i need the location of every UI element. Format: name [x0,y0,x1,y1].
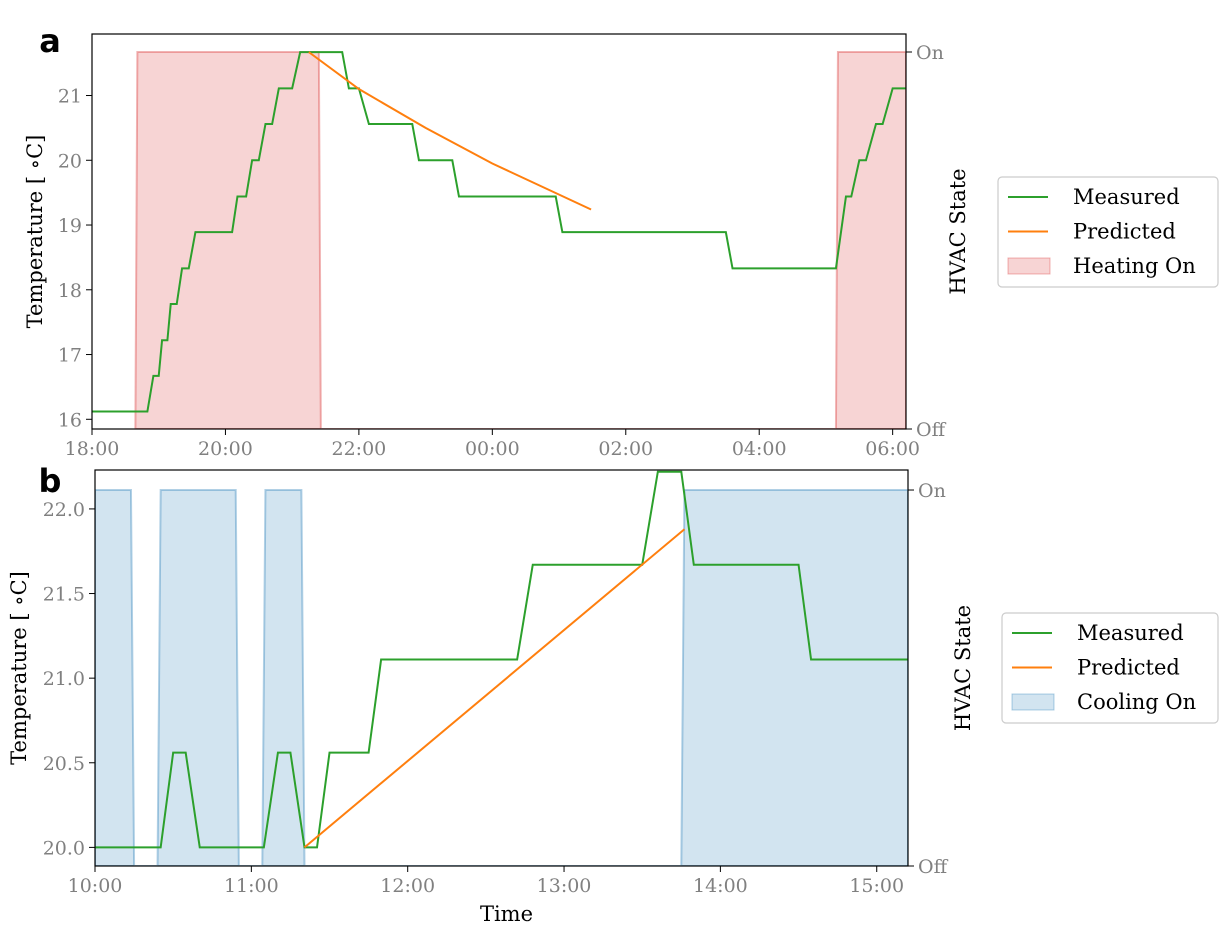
axes-frame [91,33,907,430]
x-tick-label: 14:00 [693,875,748,897]
axes-frame [94,469,909,867]
x-tick-label: 12:00 [380,875,435,897]
y-tick-label: 21.0 [43,668,85,690]
legend: Measured Predicted Cooling On [1001,612,1219,724]
legend-item: Predicted [1008,220,1176,244]
legend-label: Measured [1077,621,1184,645]
series-line-measured [95,470,908,849]
x-tick-label: 04:00 [732,438,787,460]
y-axis-label: Temperature [ ∘C] [23,135,47,329]
x-tick-label: 18:00 [65,438,120,460]
series-line-predicted [308,51,592,211]
series-area-heating-on [134,51,906,429]
legend-label: Predicted [1073,220,1176,244]
panel-a: 18:00 20:00 22:00 00:00 02:00 04:00 06:00 16 17 1… [23,22,1219,460]
y-tick-label: 20.0 [43,837,85,859]
legend-frame [997,176,1219,288]
y2-tick-label: Off [918,856,949,878]
y-tick-label: 20.5 [43,753,85,775]
y-tick-label: 18 [58,280,82,302]
x-axis-label: Time [480,902,533,926]
y-tick-label: 16 [58,409,82,431]
x-tick-label: 10:00 [68,875,123,897]
panel-letter: b [39,462,62,500]
x-tick-label: 13:00 [537,875,592,897]
x-tick-label: 06:00 [865,438,920,460]
legend-label: Predicted [1077,656,1180,680]
legend-item: Measured [1008,185,1180,209]
legend: Measured Predicted Heating On [997,176,1219,288]
x-tick-label: 00:00 [465,438,520,460]
plot-area [92,51,906,429]
legend-label: Measured [1073,185,1180,209]
y2-tick-label: On [918,480,946,502]
panel-letter: a [39,22,61,60]
x-tick-label: 02:00 [598,438,653,460]
legend-label: Cooling On [1077,690,1196,714]
legend-swatch-area [1011,693,1055,711]
x-tick-label: 22:00 [332,438,387,460]
y-axis-label: Temperature [ ∘C] [7,571,31,765]
y2-axis-label: HVAC State [951,605,975,731]
x-tick-label: 20:00 [198,438,253,460]
y2-tick-label: Off [916,419,947,441]
legend-frame [1001,612,1219,724]
series-area-cooling-on [95,489,908,866]
x-tick-label: 15:00 [849,875,904,897]
plot-area [95,470,908,866]
x-tick-label: 11:00 [224,875,279,897]
series-line-predicted [303,528,686,849]
y2-axis-label: HVAC State [946,168,970,294]
legend-item: Measured [1012,621,1184,645]
y2-tick-label: On [916,42,944,64]
y-tick-label: 21.5 [43,584,85,606]
panel-b: 10:00 11:00 12:00 13:00 14:00 15:00 20.0 20.5 21… [7,462,1219,926]
legend-item: Heating On [1007,254,1196,278]
y-tick-label: 19 [58,215,82,237]
y-tick-label: 21 [58,86,82,108]
y-tick-label: 22.0 [43,499,85,521]
y-tick-label: 20 [58,150,82,172]
series-line-measured [92,51,906,413]
legend-swatch-area [1007,257,1051,275]
legend-label: Heating On [1073,254,1196,278]
legend-item: Cooling On [1011,690,1196,714]
legend-item: Predicted [1012,656,1180,680]
y-tick-label: 17 [58,345,82,367]
